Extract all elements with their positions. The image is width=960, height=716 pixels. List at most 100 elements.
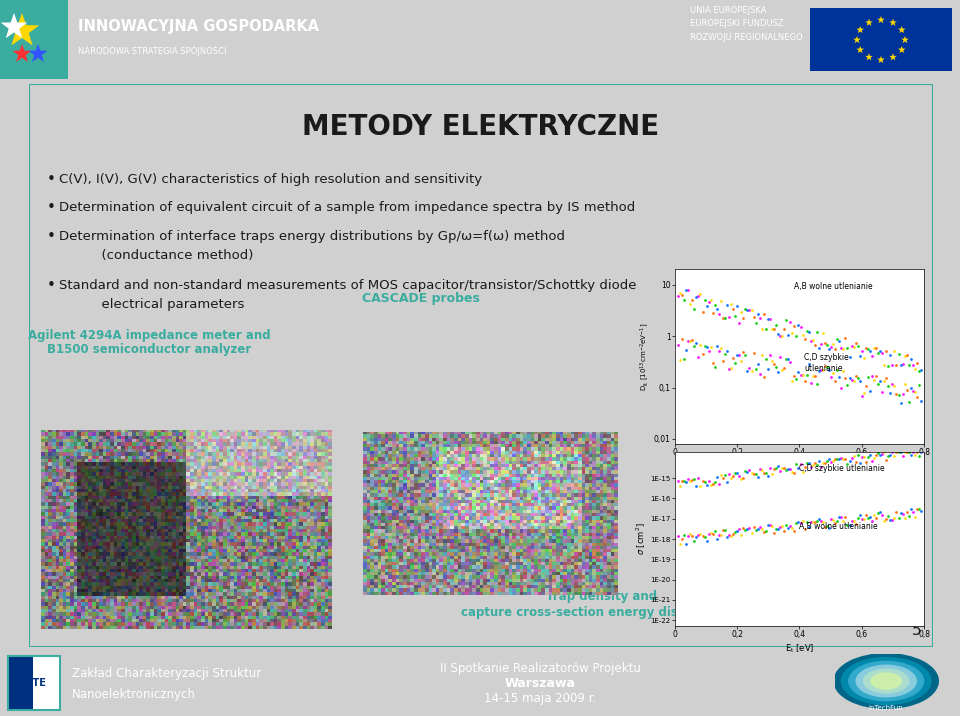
Point: [789, 373, 804, 384]
Point: [887, 381, 902, 392]
Point: [695, 475, 710, 486]
Point: [724, 472, 739, 483]
Point: [791, 366, 806, 377]
Point: [677, 529, 692, 541]
Point: [801, 358, 816, 369]
Point: [882, 449, 898, 460]
Point: [744, 304, 759, 316]
Point: [681, 530, 696, 541]
Point: [789, 330, 804, 342]
Point: [681, 473, 696, 485]
Point: [750, 472, 765, 483]
Point: [840, 459, 855, 470]
Point: [768, 362, 783, 373]
Point: [805, 371, 821, 382]
Point: [811, 365, 827, 377]
Point: [805, 516, 821, 527]
Point: [756, 372, 772, 383]
Point: [831, 453, 847, 465]
Point: [691, 351, 707, 362]
Point: [779, 519, 794, 531]
Point: [672, 354, 687, 366]
Point: [748, 318, 763, 329]
Point: [744, 468, 759, 479]
Point: [862, 449, 877, 460]
Point: [826, 515, 841, 526]
Point: [889, 359, 904, 371]
Point: [913, 395, 928, 407]
Point: [856, 513, 872, 525]
Point: [897, 447, 912, 458]
Point: [683, 335, 698, 347]
Point: [852, 458, 868, 469]
Point: [828, 453, 843, 465]
Point: [848, 337, 863, 349]
Point: [686, 304, 702, 315]
Point: [897, 351, 912, 362]
Point: [864, 455, 879, 467]
Point: [829, 515, 845, 526]
Point: [730, 349, 745, 361]
Point: [703, 341, 718, 352]
Polygon shape: [865, 19, 873, 26]
Point: [737, 524, 753, 536]
Point: [795, 516, 810, 527]
Point: [838, 511, 853, 523]
Point: [899, 384, 914, 396]
Point: [882, 387, 898, 398]
Point: [735, 473, 751, 484]
Point: [703, 294, 718, 305]
Point: [732, 349, 747, 361]
Point: [719, 476, 734, 488]
Point: [903, 353, 919, 364]
Point: [708, 361, 723, 372]
Point: [786, 526, 802, 537]
Bar: [8, 656, 60, 710]
Point: [899, 506, 914, 518]
Point: [858, 457, 874, 468]
Point: [735, 312, 751, 324]
Point: [899, 349, 914, 361]
Point: [762, 314, 778, 325]
Point: [911, 503, 926, 515]
Point: [903, 382, 919, 393]
Point: [793, 369, 808, 380]
Point: [737, 465, 753, 477]
Point: [691, 473, 707, 484]
Point: [826, 367, 841, 379]
Point: [672, 288, 687, 299]
Point: [885, 359, 900, 371]
Point: [875, 509, 890, 521]
Point: [754, 349, 769, 361]
Point: [779, 465, 794, 476]
Point: [907, 512, 923, 523]
Point: [732, 317, 747, 329]
Point: [758, 323, 774, 334]
Point: [836, 515, 852, 526]
Point: [809, 515, 825, 526]
Point: [878, 372, 894, 384]
Point: [733, 306, 749, 318]
Circle shape: [864, 669, 909, 693]
Point: [782, 356, 798, 367]
Point: [840, 342, 855, 354]
Point: [813, 364, 828, 376]
Point: [789, 518, 804, 529]
Point: [675, 334, 690, 345]
Point: [828, 375, 843, 387]
Point: [715, 313, 731, 324]
Point: [695, 531, 710, 542]
Point: [703, 479, 718, 490]
Text: C(V), I(V), G(V) characteristics of high resolution and sensitivity: C(V), I(V), G(V) characteristics of high…: [59, 173, 482, 186]
Point: [784, 467, 800, 478]
Point: [754, 323, 769, 334]
Point: [752, 369, 767, 380]
Polygon shape: [865, 53, 873, 60]
Point: [691, 291, 707, 302]
Point: [815, 364, 830, 375]
Point: [740, 523, 756, 535]
Point: [756, 309, 772, 320]
Point: [675, 289, 690, 300]
Point: [705, 357, 720, 369]
Y-axis label: D$_{\rm it}$ [10$^{13}$cm$^{-2}$eV$^{-1}$]: D$_{\rm it}$ [10$^{13}$cm$^{-2}$eV$^{-1}…: [638, 323, 651, 391]
